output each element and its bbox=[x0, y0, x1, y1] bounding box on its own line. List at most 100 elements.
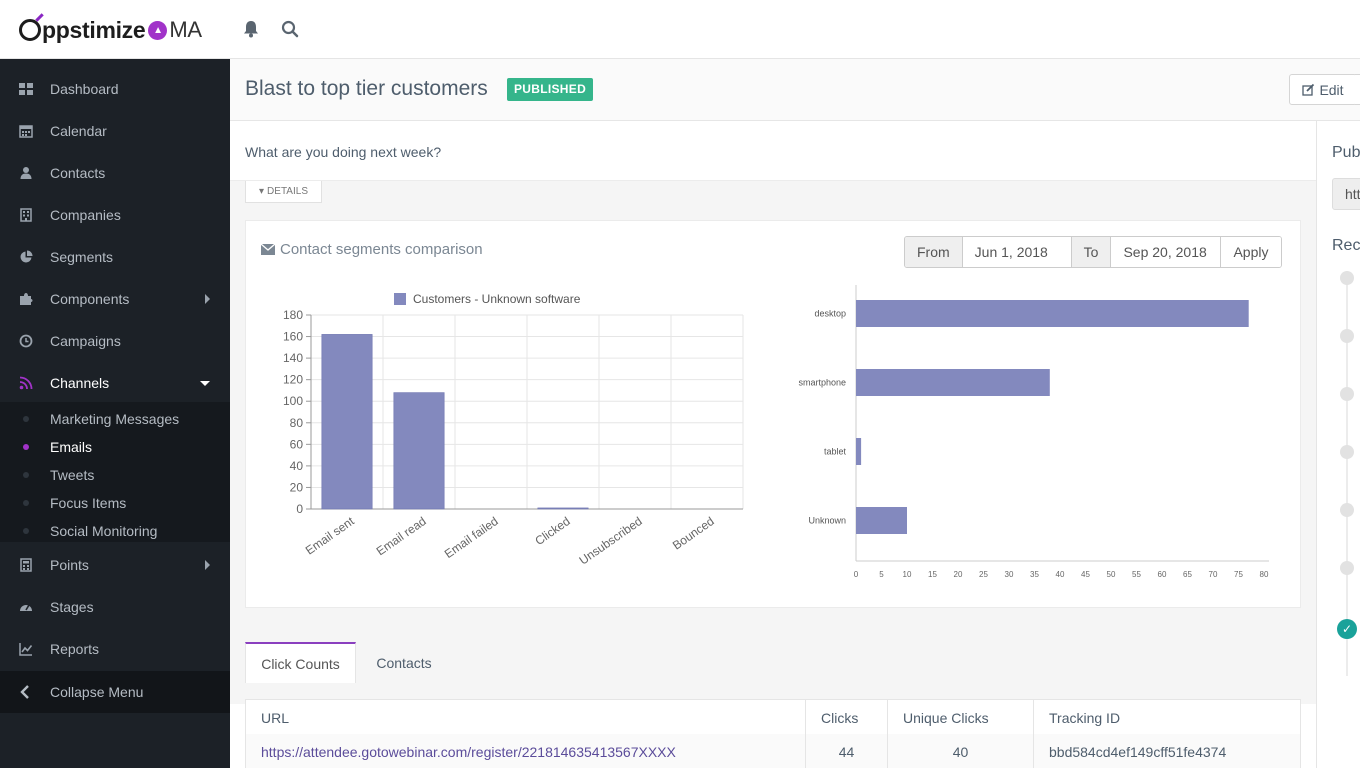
app-logo[interactable]: ppstimize ▲ MA bbox=[19, 14, 202, 46]
sidebar-item-label: Reports bbox=[50, 641, 100, 657]
bullet-icon bbox=[23, 472, 29, 478]
y-tick-label: tablet bbox=[824, 447, 847, 457]
sidebar-item-companies[interactable]: Companies bbox=[0, 194, 230, 236]
public-preview-heading: Pub bbox=[1332, 144, 1360, 161]
tab-click-counts[interactable]: Click Counts bbox=[245, 642, 356, 683]
unique-clicks-value: 40 bbox=[888, 734, 1034, 768]
edit-icon bbox=[1302, 83, 1315, 96]
column-header-unique-clicks[interactable]: Unique Clicks bbox=[888, 700, 1034, 736]
sidebar-item-label: Calendar bbox=[50, 123, 107, 139]
from-label: From bbox=[905, 237, 963, 267]
chevron-right-icon bbox=[205, 560, 210, 570]
y-tick-label: 20 bbox=[290, 480, 304, 494]
sidebar-item-stages[interactable]: Stages bbox=[0, 586, 230, 628]
main-content: What are you doing next week? ▾ DETAILS … bbox=[230, 121, 1316, 768]
envelope-icon bbox=[261, 244, 275, 255]
bell-icon[interactable] bbox=[241, 19, 261, 39]
bar bbox=[856, 369, 1050, 396]
details-toggle-label: DETAILS bbox=[267, 186, 308, 197]
sidebar-item-reports[interactable]: Reports bbox=[0, 628, 230, 670]
column-header-tracking-id[interactable]: Tracking ID bbox=[1049, 710, 1121, 726]
sidebar-item-dashboard[interactable]: Dashboard bbox=[0, 68, 230, 110]
x-tick-label: Unsubscribed bbox=[577, 514, 645, 568]
top-bar: ppstimize ▲ MA bbox=[0, 0, 1360, 59]
sub-item-social-monitoring[interactable]: Social Monitoring bbox=[0, 517, 230, 545]
panel-title: Contact segments comparison bbox=[261, 241, 483, 258]
details-toggle-button[interactable]: ▾ DETAILS bbox=[245, 181, 322, 203]
sub-item-emails[interactable]: Emails bbox=[0, 433, 230, 461]
column-header-clicks[interactable]: Clicks bbox=[806, 700, 888, 736]
timeline-dot bbox=[1340, 561, 1354, 575]
segments-comparison-panel: Contact segments comparison From Jun 1, … bbox=[245, 220, 1301, 608]
panel-title-text: Contact segments comparison bbox=[280, 241, 483, 258]
y-tick-label: 160 bbox=[283, 330, 303, 344]
sub-item-marketing-messages[interactable]: Marketing Messages bbox=[0, 405, 230, 433]
sidebar-item-contacts[interactable]: Contacts bbox=[0, 152, 230, 194]
table-header: URL Clicks Unique Clicks Tracking ID bbox=[245, 699, 1301, 736]
bar bbox=[393, 392, 445, 510]
tracking-id-value: bbd584cd4ef149cff51fe4374 bbox=[1049, 744, 1227, 760]
sidebar-item-label: Components bbox=[50, 291, 130, 307]
device-stats-bar-chart: 0 5 10 15 20 25 30 35 40 45 50 55 60 65 70 75 80 desktop s… bbox=[798, 285, 1269, 579]
sidebar-item-channels[interactable]: Channels bbox=[0, 362, 230, 404]
bar bbox=[537, 507, 589, 510]
user-icon bbox=[20, 167, 32, 179]
y-tick-label: 180 bbox=[283, 308, 303, 322]
x-tick-label: 15 bbox=[928, 570, 937, 579]
x-tick-label: 70 bbox=[1209, 570, 1218, 579]
x-tick-label: 10 bbox=[903, 570, 912, 579]
sidebar-item-campaigns[interactable]: Campaigns bbox=[0, 320, 230, 362]
x-tick-label: Email failed bbox=[442, 514, 501, 561]
caret-down-icon: ▾ bbox=[259, 186, 265, 197]
y-tick-label: 80 bbox=[290, 416, 304, 430]
y-tick-label: 140 bbox=[283, 351, 303, 365]
legend-swatch bbox=[394, 293, 406, 305]
sub-item-label: Social Monitoring bbox=[50, 523, 158, 539]
collapse-menu-button[interactable]: Collapse Menu bbox=[0, 671, 230, 713]
bar bbox=[321, 334, 373, 510]
timeline-line bbox=[1346, 271, 1348, 676]
sidebar-item-label: Stages bbox=[50, 599, 94, 615]
email-stats-bar-chart: Customers - Unknown software 0 20 40 60 80 100… bbox=[283, 292, 744, 568]
clock-icon bbox=[19, 334, 33, 348]
table-row: https://attendee.gotowebinar.com/registe… bbox=[245, 734, 1301, 768]
sidebar-item-label: Companies bbox=[50, 207, 121, 223]
sidebar-item-points[interactable]: Points bbox=[0, 544, 230, 586]
sidebar-item-label: Points bbox=[50, 557, 89, 573]
edit-button[interactable]: Edit bbox=[1289, 74, 1357, 105]
calculator-icon bbox=[20, 558, 32, 572]
tachometer-icon bbox=[20, 604, 32, 611]
y-tick-label: 0 bbox=[296, 502, 303, 516]
sub-item-tweets[interactable]: Tweets bbox=[0, 461, 230, 489]
x-tick-label: 75 bbox=[1234, 570, 1243, 579]
column-header-url[interactable]: URL bbox=[246, 700, 806, 736]
chevron-left-icon bbox=[20, 685, 29, 699]
search-icon[interactable] bbox=[280, 19, 300, 39]
tab-contacts[interactable]: Contacts bbox=[376, 654, 432, 671]
url-link[interactable]: https://attendee.gotowebinar.com/registe… bbox=[246, 734, 806, 768]
timeline-dot bbox=[1340, 387, 1354, 401]
x-tick-label: 20 bbox=[954, 570, 963, 579]
page-header: Blast to top tier customers PUBLISHED Ed… bbox=[230, 59, 1360, 121]
sub-item-label: Focus Items bbox=[50, 495, 127, 511]
sidebar-item-segments[interactable]: Segments bbox=[0, 236, 230, 278]
grid-icon bbox=[19, 83, 33, 95]
sub-item-focus-items[interactable]: Focus Items bbox=[0, 489, 230, 517]
apply-button[interactable]: Apply bbox=[1221, 237, 1281, 267]
check-circle-icon: ✓ bbox=[1337, 619, 1357, 639]
x-tick-label: 40 bbox=[1056, 570, 1065, 579]
timeline-dot bbox=[1340, 503, 1354, 517]
bar bbox=[856, 438, 862, 465]
timeline-dot bbox=[1340, 445, 1354, 459]
to-label: To bbox=[1071, 237, 1112, 267]
sidebar-item-components[interactable]: Components bbox=[0, 278, 230, 320]
sidebar-item-calendar[interactable]: Calendar bbox=[0, 110, 230, 152]
megaphone-icon: ▲ bbox=[148, 20, 168, 40]
more-options-button[interactable] bbox=[1355, 74, 1360, 105]
y-tick-label: 40 bbox=[290, 459, 304, 473]
preview-url-input[interactable]: htt bbox=[1332, 178, 1360, 210]
to-date-input[interactable]: Sep 20, 2018 bbox=[1111, 237, 1222, 267]
from-date-input[interactable]: Jun 1, 2018 bbox=[962, 237, 1072, 267]
bullet-icon bbox=[23, 444, 29, 450]
bar bbox=[856, 507, 907, 534]
